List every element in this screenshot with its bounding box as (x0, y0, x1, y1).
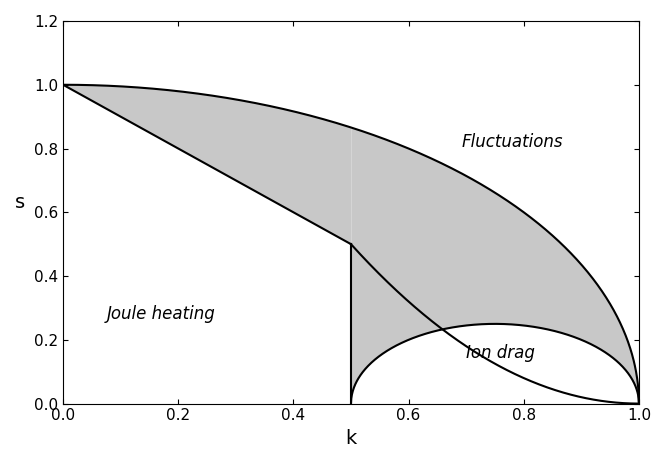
Text: Fluctuations: Fluctuations (462, 133, 563, 151)
X-axis label: k: k (346, 429, 356, 448)
Text: Joule heating: Joule heating (107, 305, 215, 323)
Text: Ion drag: Ion drag (466, 344, 535, 362)
Y-axis label: s: s (15, 193, 25, 213)
